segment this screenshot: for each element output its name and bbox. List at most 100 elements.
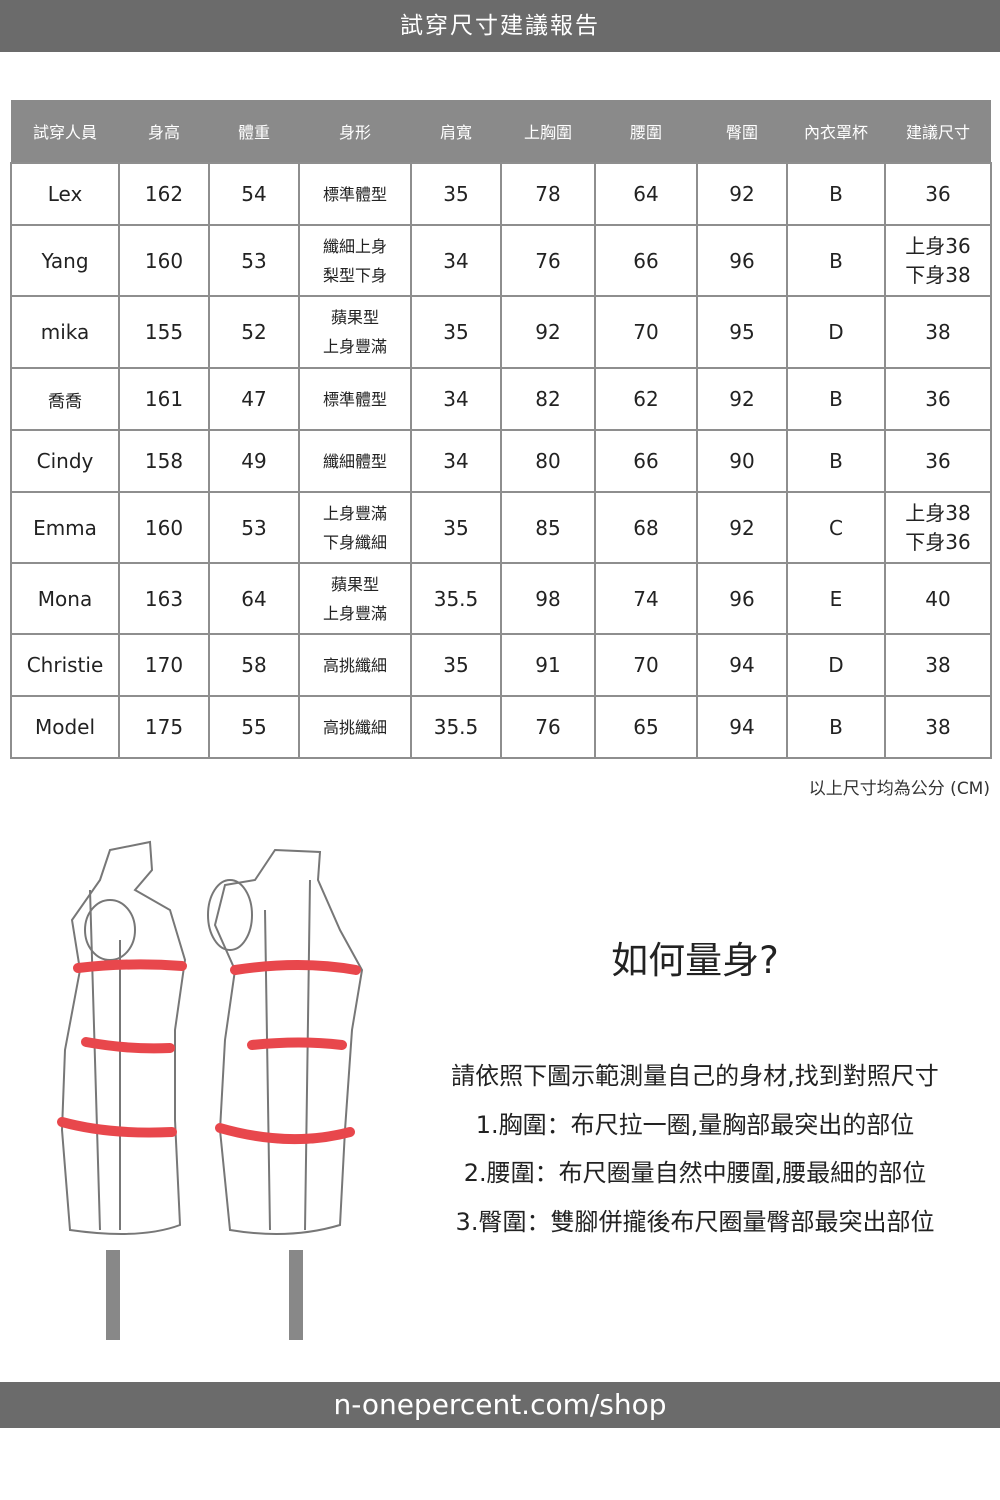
column-header: 身形	[299, 100, 411, 163]
cell-height: 160	[118, 491, 210, 564]
measure-instructions: 請依照下圖示範測量自己的身材,找到對照尺寸 1.胸圍：布尺拉一圈,量胸部最突出的…	[400, 1052, 990, 1246]
cell-size: 36	[884, 367, 992, 431]
cell-line: 高挑纖細	[322, 655, 387, 675]
cell-size: 38	[884, 695, 992, 759]
cell-height: 160	[118, 224, 210, 297]
cell-hip: 94	[696, 633, 788, 697]
column-header: 上胸圍	[501, 100, 595, 163]
cell-chest: 78	[500, 162, 596, 226]
cell-line: 標準體型	[322, 184, 387, 204]
cell-cup: D	[786, 295, 886, 369]
cell-shoulder: 35.5	[410, 695, 502, 759]
cell-waist: 70	[594, 633, 698, 697]
mannequin-left-body	[60, 840, 187, 1235]
cell-name: Christie	[10, 633, 120, 697]
cell-size: 40	[884, 562, 992, 635]
cell-line: 38	[925, 653, 951, 677]
cell-shape: 上身豐滿 下身纖細	[298, 491, 412, 564]
column-header: 試穿人員	[11, 100, 119, 163]
cell-name: Mona	[10, 562, 120, 635]
column-header: 體重	[209, 100, 299, 163]
cell-shape: 纖細上身 梨型下身	[298, 224, 412, 297]
cell-weight: 55	[208, 695, 300, 759]
cell-line: 上身豐滿	[322, 337, 387, 356]
cell-chest: 92	[500, 295, 596, 369]
cell-height: 158	[118, 429, 210, 493]
how-to-measure-title: 如何量身?	[611, 939, 779, 982]
table-row: mika 155 52 蘋果型 上身豐滿 35 92 70 95 D 38	[10, 295, 992, 369]
cell-weight: 47	[208, 367, 300, 431]
cell-waist: 65	[594, 695, 698, 759]
cell-size: 38	[884, 295, 992, 369]
cell-shoulder: 34	[410, 224, 502, 297]
cell-cup: B	[786, 224, 886, 297]
size-table: 試穿人員 身高 體重 身形 肩寬 上胸圍 腰圍 臀圍 內衣罩杯 建議尺寸 Lex 162 54 標準體型…	[10, 100, 992, 759]
cell-cup: B	[786, 162, 886, 226]
cell-cup: E	[786, 562, 886, 635]
cell-line: 高挑纖細	[322, 717, 387, 737]
waist-line-left	[81, 1037, 175, 1054]
cell-height: 163	[118, 562, 210, 635]
mannequin-right-body	[213, 848, 364, 1235]
cell-line: 38	[925, 320, 951, 344]
cell-hip: 96	[696, 562, 788, 635]
cell-line: 蘋果型	[330, 574, 379, 594]
cell-waist: 62	[594, 367, 698, 431]
column-header: 肩寬	[411, 100, 501, 163]
table-row: Yang 160 53 纖細上身 梨型下身 34 76 66 96 B 上身36 下身38	[10, 224, 992, 297]
cell-weight: 53	[208, 224, 300, 297]
column-header: 腰圍	[595, 100, 697, 163]
cell-line: 下身36	[905, 529, 971, 554]
cell-cup: C	[786, 491, 886, 564]
cell-shape: 高挑纖細	[298, 633, 412, 697]
chest-line-left	[73, 959, 187, 973]
cell-height: 162	[118, 162, 210, 226]
cell-weight: 64	[208, 562, 300, 635]
instruction-line: 1.胸圍：布尺拉一圈,量胸部最突出的部位	[475, 1110, 915, 1139]
cell-waist: 74	[594, 562, 698, 635]
instruction-line: 請依照下圖示範測量自己的身材,找到對照尺寸	[451, 1062, 939, 1090]
cell-line: 下身38	[905, 262, 971, 287]
cell-hip: 96	[696, 224, 788, 297]
cell-shoulder: 35	[410, 162, 502, 226]
cell-name: Model	[10, 695, 120, 759]
cell-cup: D	[786, 633, 886, 697]
cell-shoulder: 34	[410, 429, 502, 493]
cell-line: 上身38	[905, 500, 971, 525]
cell-weight: 49	[208, 429, 300, 493]
cell-line: 纖細上身	[322, 236, 387, 256]
cell-shape: 高挑纖細	[298, 695, 412, 759]
cell-chest: 98	[500, 562, 596, 635]
cell-line: 上身36	[905, 233, 971, 258]
cell-line: 下身纖細	[322, 532, 387, 552]
cell-weight: 52	[208, 295, 300, 369]
cell-cup: B	[786, 367, 886, 431]
cell-size: 上身36 下身38	[884, 224, 992, 297]
cell-cup: B	[786, 429, 886, 493]
cell-line: 36	[925, 387, 951, 411]
cell-shape: 標準體型	[298, 162, 412, 226]
cell-shape: 標準體型	[298, 367, 412, 431]
column-header: 身高	[119, 100, 209, 163]
cell-chest: 76	[500, 695, 596, 759]
cell-shoulder: 34	[410, 367, 502, 431]
column-header: 建議尺寸	[885, 100, 991, 163]
cell-line: 上身豐滿	[322, 503, 387, 523]
mannequin-illustration	[57, 840, 364, 1340]
cell-height: 170	[118, 633, 210, 697]
cell-shoulder: 35	[410, 633, 502, 697]
cell-size: 38	[884, 633, 992, 697]
cell-cup: B	[786, 695, 886, 759]
cell-name: Emma	[10, 491, 120, 564]
table-row: Christie 170 58 高挑纖細 35 91 70 94 D 38	[10, 633, 992, 697]
hip-line-right	[215, 1123, 355, 1145]
cell-line: 標準體型	[322, 389, 387, 409]
cell-line: 梨型下身	[322, 265, 387, 285]
cell-hip: 94	[696, 695, 788, 759]
cell-weight: 58	[208, 633, 300, 697]
table-row: Mona 163 64 蘋果型 上身豐滿 35.5 98 74 96 E 40	[10, 562, 992, 635]
chest-line-right	[230, 960, 361, 975]
shop-url-link[interactable]: n-onepercent.com/shop	[0, 1382, 1000, 1428]
cell-waist: 66	[594, 224, 698, 297]
cell-line: 36	[925, 182, 951, 206]
